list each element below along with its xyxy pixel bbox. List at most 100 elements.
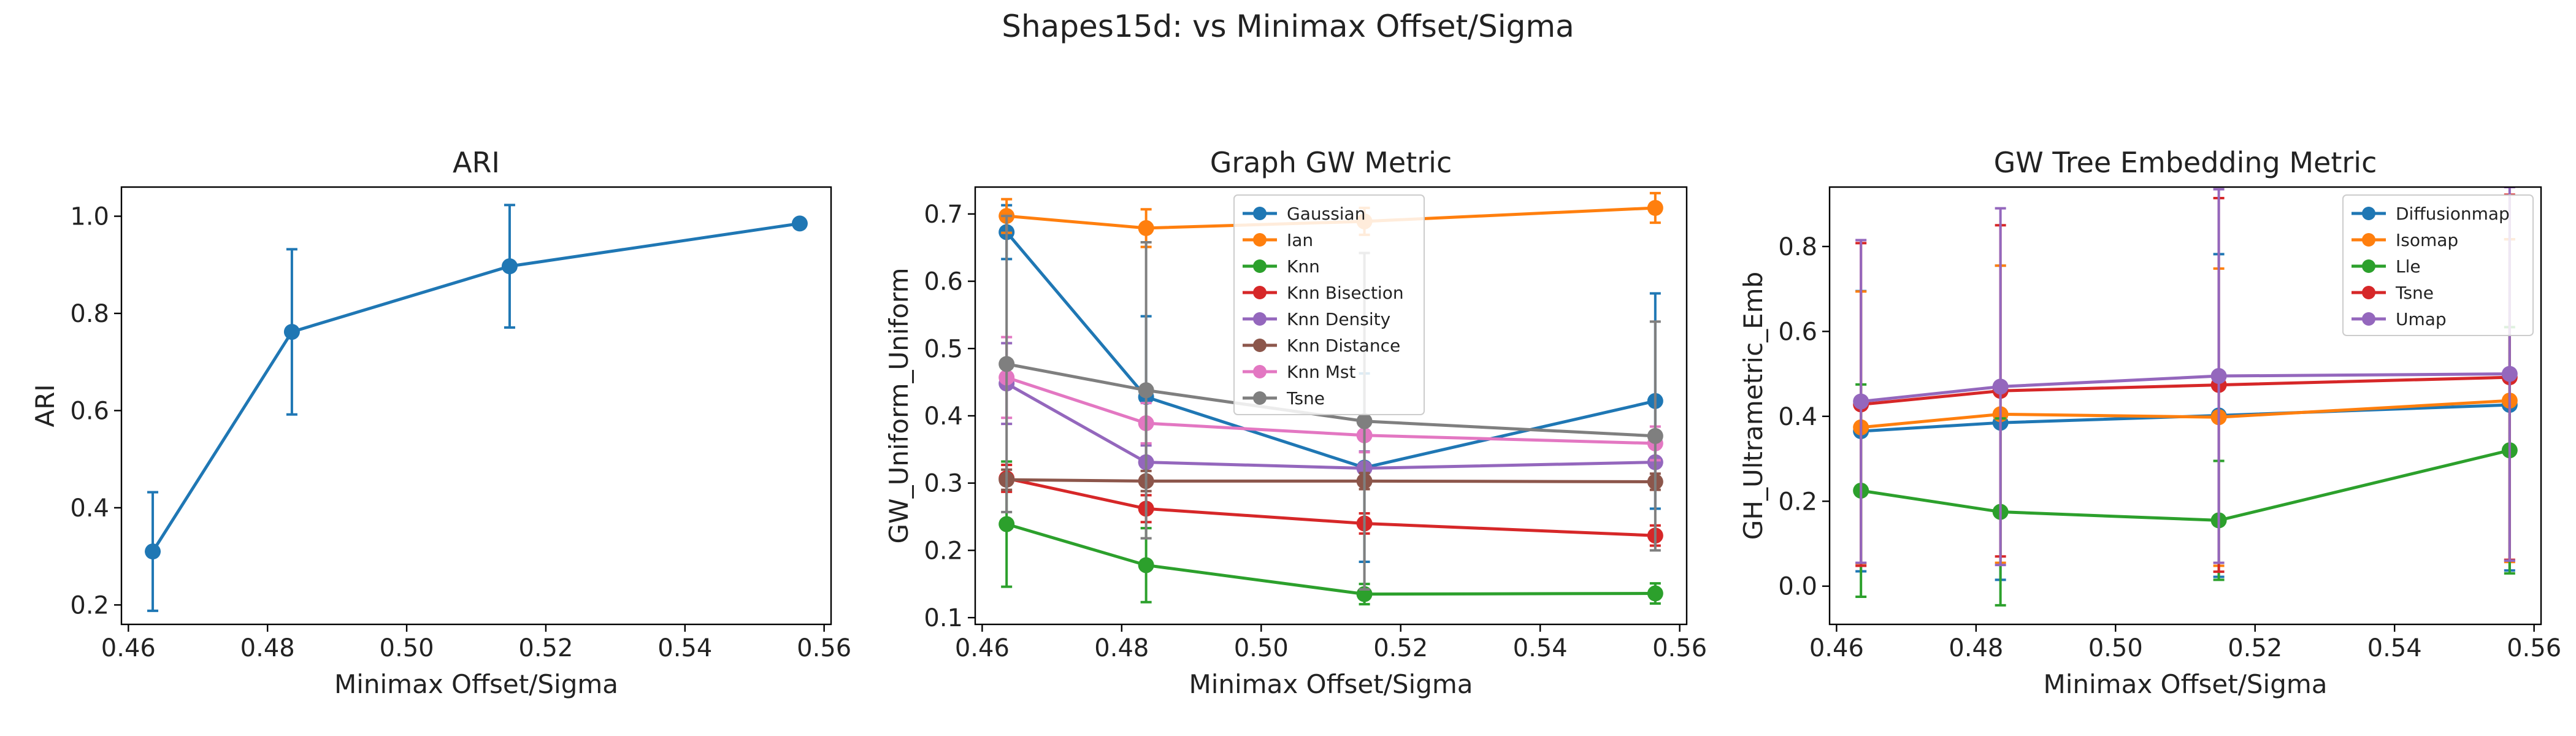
x-tick-label: 0.56 [797,634,851,662]
y-tick-label: 1.0 [70,203,109,231]
chart-panel-1: ARI 0.46 0.48 0.50 0.52 0.54 0.56 0.2 0.4 0.6 0.8 1… [30,146,851,699]
data-point [283,324,300,340]
x-tick-label: 0.52 [1373,634,1428,662]
plot-area [1853,187,2518,607]
legend: Diffusionmap Isomap Lle Tsne Umap [2342,194,2534,336]
data-point [1647,585,1663,602]
legend-marker [1253,391,1267,405]
data-point [999,516,1015,532]
data-point [2501,366,2518,382]
x-tick-label: 0.54 [2367,634,2422,662]
x-tick-label: 0.54 [657,634,712,662]
legend-marker [1253,312,1267,326]
y-tick-label: 0.0 [1778,573,1817,601]
legend-item: Knn Mst [1243,362,1356,382]
legend-item: Knn Distance [1243,335,1400,356]
data-point [1138,382,1154,399]
x-tick-label: 0.54 [1513,634,1568,662]
legend-item: Knn Bisection [1243,283,1404,303]
chart-title: GW Tree Embedding Metric [1994,146,2377,179]
legend-item: Umap [2352,309,2447,329]
legend-frame [1233,194,1425,415]
x-tick-label: 0.48 [1094,634,1149,662]
legend-label: Knn Density [1287,309,1390,329]
data-point [2210,368,2227,385]
y-tick-label: 0.3 [924,470,963,498]
chart-panel-2: Graph GW Metric 0.46 0.48 0.50 0.52 0.54 0.56 0… [884,146,1707,699]
legend-item: Knn [1243,256,1320,277]
data-point [1647,427,1663,444]
legend-label: Ian [1287,230,1313,250]
legend-item: Lle [2352,256,2421,277]
axes-frame [1828,186,2542,626]
x-axis-label: Minimax Offset/Sigma [1189,669,1473,699]
legend-marker [1253,286,1267,299]
y-tick-label: 0.6 [924,268,963,296]
y-tick-label: 0.4 [70,494,109,523]
legend-marker [2362,207,2375,220]
legend-marker [1253,207,1267,220]
data-point [1138,220,1154,236]
chart-title: ARI [453,146,500,179]
legend-item: Diffusionmap [2352,204,2510,224]
x-tick-label: 0.56 [1652,634,1707,662]
legend-label: Lle [2396,256,2421,277]
series-lle [1853,326,2518,607]
legend-label: Knn [1287,256,1320,277]
data-point [501,258,518,275]
series-line [1860,375,2510,406]
legend-marker [1253,233,1267,247]
legend-label: Knn Mst [1287,362,1356,382]
chart-panel-3: GW Tree Embedding Metric 0.46 0.48 0.50 0.52… [1738,146,2561,699]
plot-area [145,204,808,612]
series-main [145,204,808,612]
y-tick-label: 0.2 [924,537,963,565]
y-axis-label: ARI [30,384,60,427]
y-tick-label: 0.8 [70,300,109,328]
series-line [1860,448,2510,522]
series-line [1860,372,2510,404]
y-axis-label: GW_Uniform_Uniform [884,268,914,544]
legend-label: Knn Bisection [1287,283,1404,303]
data-point [1992,378,2009,395]
data-point [145,543,161,560]
chart-title: Graph GW Metric [1210,146,1452,179]
legend-marker [2362,286,2375,299]
legend-label: Gaussian [1287,204,1365,224]
legend-marker [1253,365,1267,378]
x-tick-label: 0.50 [1234,634,1289,662]
data-point [1138,557,1154,573]
legend-label: Umap [2396,309,2447,329]
x-tick-label: 0.50 [2088,634,2143,662]
y-tick-label: 0.1 [924,604,963,632]
chart-panels: ARI 0.46 0.48 0.50 0.52 0.54 0.56 0.2 0.4 0.6 0.8 1… [30,146,2561,699]
series-knn [999,460,1663,606]
series-line [1005,382,1655,470]
axes-frame [974,186,1688,626]
data-point [1647,200,1663,217]
y-axis-label: GH_Ultrametric_Emb [1738,272,1768,540]
legend-item: Tsne [1243,388,1325,408]
y-tick-label: 0.6 [70,397,109,425]
series-line [1005,231,1656,470]
series-line [151,221,800,553]
data-point [1356,413,1373,429]
x-tick-label: 0.52 [518,634,573,662]
legend: Gaussian Ian Knn Knn Bisection Knn Density Kn… [1233,194,1425,415]
series-line [1006,477,1655,537]
x-tick-label: 0.50 [380,634,434,662]
y-tick-label: 0.6 [1778,318,1817,346]
legend-label: Isomap [2396,230,2458,250]
figure-title: Shapes15d: vs Minimax Offset/Sigma [1002,9,1574,44]
legend-label: Diffusionmap [2396,204,2510,224]
y-tick-label: 0.8 [1778,233,1817,261]
y-tick-label: 0.5 [924,335,963,363]
x-axis-label: Minimax Offset/Sigma [2043,669,2327,699]
series-line [1006,376,1655,445]
axes-frame [120,186,832,626]
legend-item: Tsne [2352,283,2434,303]
x-tick-label: 0.56 [2507,634,2561,662]
y-tick-label: 0.4 [924,402,963,431]
